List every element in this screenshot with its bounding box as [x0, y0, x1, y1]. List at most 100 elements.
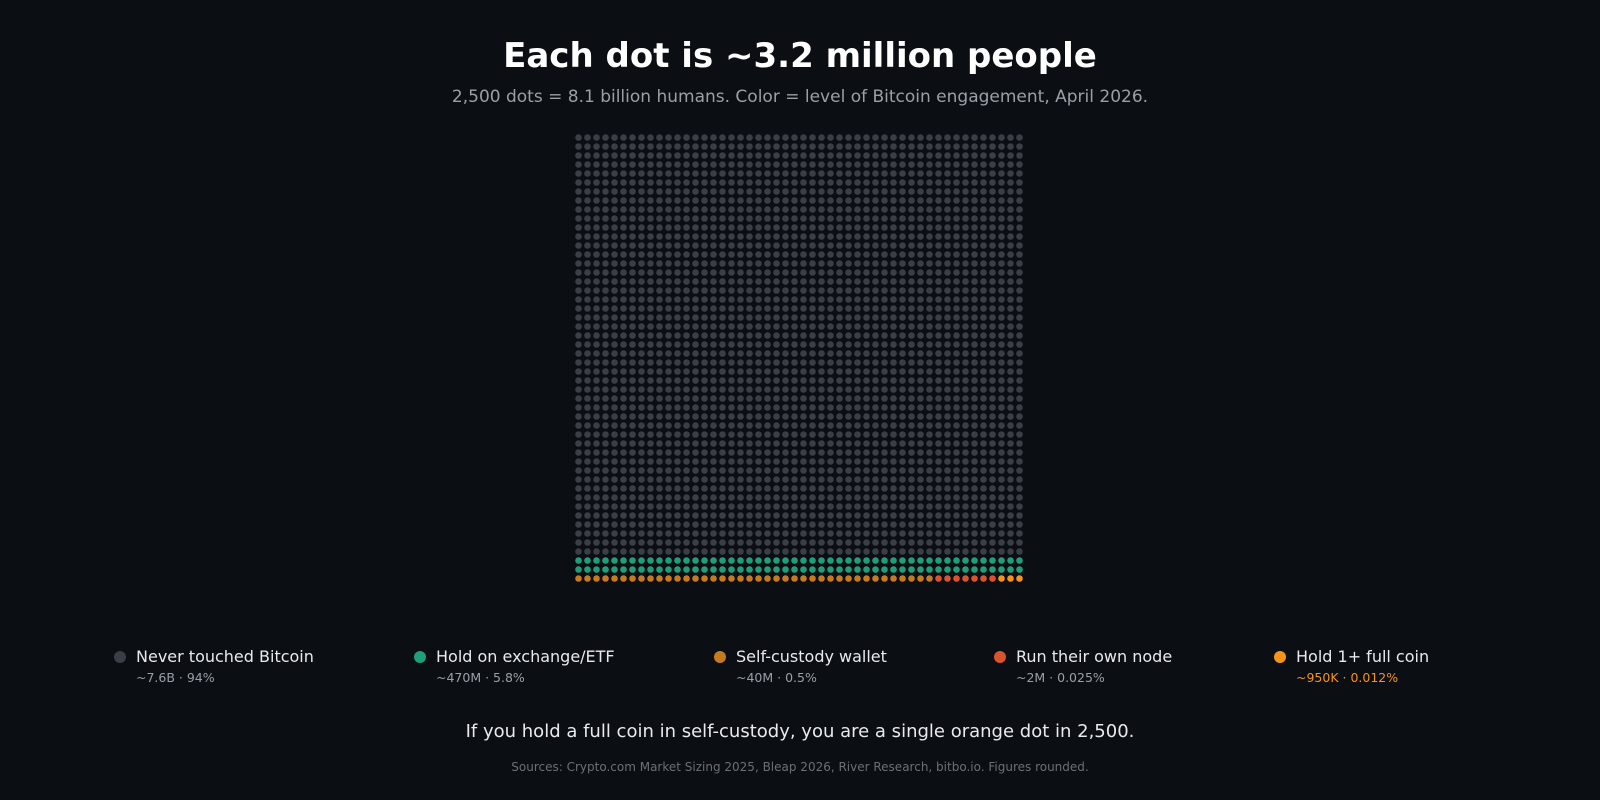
dot-never	[908, 350, 915, 357]
dot-never	[1016, 485, 1023, 492]
dot-never	[764, 404, 771, 411]
dot-never	[818, 494, 825, 501]
dot-never	[971, 233, 978, 240]
dot-never	[854, 395, 861, 402]
dot-never	[899, 494, 906, 501]
dot-never	[1016, 260, 1023, 267]
dot-exchange	[962, 557, 969, 564]
dot-never	[836, 143, 843, 150]
dot-never	[665, 368, 672, 375]
dot-never	[935, 350, 942, 357]
dot-never	[809, 512, 816, 519]
dot-never	[584, 287, 591, 294]
dot-never	[701, 278, 708, 285]
dot-never	[998, 467, 1005, 474]
dot-never	[620, 548, 627, 555]
dot-exchange	[575, 557, 582, 564]
dot-never	[944, 422, 951, 429]
dot-never	[647, 494, 654, 501]
dot-never	[782, 548, 789, 555]
dot-never	[971, 197, 978, 204]
dot-never	[962, 323, 969, 330]
dot-never	[674, 386, 681, 393]
dot-never	[836, 332, 843, 339]
dot-never	[980, 206, 987, 213]
dot-never	[791, 404, 798, 411]
dot-never	[917, 188, 924, 195]
dot-never	[710, 386, 717, 393]
dot-never	[917, 242, 924, 249]
dot-never	[647, 539, 654, 546]
dot-never	[980, 251, 987, 258]
dot-never	[719, 494, 726, 501]
dot-never	[899, 134, 906, 141]
dot-never	[854, 143, 861, 150]
dot-never	[728, 260, 735, 267]
dot-never	[935, 278, 942, 285]
dot-never	[899, 467, 906, 474]
dot-never	[764, 161, 771, 168]
dot-exchange	[926, 557, 933, 564]
dot-never	[899, 440, 906, 447]
dot-never	[755, 539, 762, 546]
dot-never	[647, 251, 654, 258]
dot-never	[719, 305, 726, 312]
dot-never	[908, 197, 915, 204]
dot-never	[872, 521, 879, 528]
dot-never	[989, 548, 996, 555]
dot-never	[737, 323, 744, 330]
dot-never	[701, 188, 708, 195]
dot-never	[962, 431, 969, 438]
dot-never	[764, 152, 771, 159]
dot-never	[647, 512, 654, 519]
dot-never	[593, 269, 600, 276]
dot-never	[899, 152, 906, 159]
dot-never	[701, 179, 708, 186]
dot-never	[845, 458, 852, 465]
dot-never	[746, 485, 753, 492]
dot-never	[989, 152, 996, 159]
dot-never	[827, 206, 834, 213]
dot-never	[854, 179, 861, 186]
dot-never	[899, 170, 906, 177]
dot-never	[719, 224, 726, 231]
dot-never	[827, 359, 834, 366]
dot-never	[899, 251, 906, 258]
dot-never	[692, 278, 699, 285]
dot-never	[935, 530, 942, 537]
legend-stat-fullcoin: ~950K · 0.012%	[1296, 670, 1399, 685]
dot-never	[872, 188, 879, 195]
dot-never	[620, 467, 627, 474]
dot-never	[746, 296, 753, 303]
dot-never	[692, 341, 699, 348]
dot-never	[962, 548, 969, 555]
dot-never	[881, 206, 888, 213]
dot-never	[818, 386, 825, 393]
dot-never	[575, 494, 582, 501]
dot-never	[692, 314, 699, 321]
dot-never	[602, 413, 609, 420]
dot-never	[593, 215, 600, 222]
dot-never	[629, 269, 636, 276]
dot-never	[674, 476, 681, 483]
dot-never	[908, 449, 915, 456]
legend: Never touched Bitcoin ~7.6B · 94% Hold o…	[0, 647, 1600, 687]
dot-never	[773, 179, 780, 186]
dot-never	[674, 152, 681, 159]
dot-never	[908, 269, 915, 276]
dot-never	[683, 296, 690, 303]
dot-never	[890, 404, 897, 411]
dot-never	[665, 467, 672, 474]
dot-never	[701, 143, 708, 150]
dot-never	[944, 206, 951, 213]
dot-never	[782, 431, 789, 438]
dot-never	[656, 170, 663, 177]
dot-never	[755, 197, 762, 204]
dot-never	[701, 413, 708, 420]
dot-never	[674, 359, 681, 366]
dot-never	[782, 422, 789, 429]
dot-never	[1007, 332, 1014, 339]
dot-never	[998, 494, 1005, 501]
dot-never	[935, 413, 942, 420]
dot-never	[827, 548, 834, 555]
